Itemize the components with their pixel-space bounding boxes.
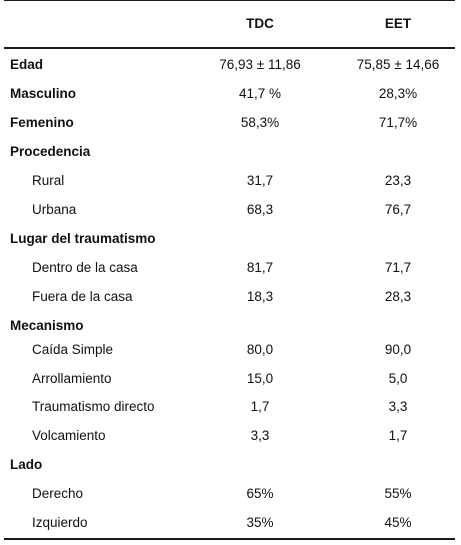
table-row: Rural 31,7 23,3 bbox=[4, 166, 455, 195]
table-section-row: Procedencia bbox=[4, 137, 455, 166]
cell-tdc: 1,7 bbox=[250, 399, 270, 414]
row-label: Edad bbox=[10, 57, 44, 72]
table-row: Fuera de la casa 18,3 28,3 bbox=[4, 282, 455, 311]
cell-eet: 3,3 bbox=[388, 399, 408, 414]
cell-tdc: 3,3 bbox=[250, 428, 270, 443]
table-row: Volcamiento 3,3 1,7 bbox=[4, 421, 455, 450]
row-label: Dentro de la casa bbox=[32, 260, 138, 275]
section-label: Mecanismo bbox=[10, 318, 84, 333]
table-row: Arrollamiento 15,0 5,0 bbox=[4, 364, 455, 393]
cell-eet: 5,0 bbox=[388, 371, 408, 386]
cell-tdc: 15,0 bbox=[246, 371, 274, 386]
cell-tdc: 81,7 bbox=[246, 260, 274, 275]
cell-eet: 76,7 bbox=[384, 202, 412, 217]
table-header-row: TDC EET bbox=[4, 9, 455, 38]
column-header-eet: EET bbox=[384, 16, 412, 31]
table-top-rule bbox=[4, 0, 455, 1]
row-label: Derecho bbox=[32, 486, 84, 501]
section-label: Lugar del traumatismo bbox=[10, 231, 156, 246]
row-label: Femenino bbox=[10, 115, 74, 130]
cell-eet: 71,7 bbox=[384, 260, 412, 275]
cell-eet: 75,85 ± 14,66 bbox=[356, 57, 440, 72]
row-label: Fuera de la casa bbox=[32, 289, 133, 304]
cell-tdc: 31,7 bbox=[246, 173, 274, 188]
table-row: Derecho 65% 55% bbox=[4, 479, 455, 508]
column-header-tdc: TDC bbox=[246, 16, 274, 31]
table-header-rule bbox=[4, 47, 455, 49]
table-row: Dentro de la casa 81,7 71,7 bbox=[4, 253, 455, 282]
cell-eet: 28,3% bbox=[378, 86, 418, 101]
cell-tdc: 80,0 bbox=[246, 342, 274, 357]
cell-tdc: 65% bbox=[246, 486, 274, 501]
row-label: Volcamiento bbox=[32, 428, 106, 443]
cell-tdc: 58,3% bbox=[240, 115, 280, 130]
cell-tdc: 18,3 bbox=[246, 289, 274, 304]
table-section-row: Mecanismo bbox=[4, 311, 455, 340]
section-label: Procedencia bbox=[10, 144, 91, 159]
data-table: TDC EET Edad 76,93 ± 11,86 75,85 ± 14,66… bbox=[4, 0, 455, 545]
section-label: Lado bbox=[10, 457, 43, 472]
table-row: Traumatismo directo 1,7 3,3 bbox=[4, 392, 455, 421]
table-row: Izquierdo 35% 45% bbox=[4, 508, 455, 537]
row-label: Arrollamiento bbox=[32, 371, 112, 386]
cell-eet: 71,7% bbox=[378, 115, 418, 130]
table-row: Femenino 58,3% 71,7% bbox=[4, 108, 455, 137]
row-label: Caída Simple bbox=[32, 342, 114, 357]
table-bottom-rule bbox=[4, 538, 455, 540]
row-label: Rural bbox=[32, 173, 65, 188]
table-row: Masculino 41,7 % 28,3% bbox=[4, 79, 455, 108]
row-label: Urbana bbox=[32, 202, 77, 217]
cell-eet: 28,3 bbox=[384, 289, 412, 304]
cell-eet: 23,3 bbox=[384, 173, 412, 188]
cell-tdc: 68,3 bbox=[246, 202, 274, 217]
table-section-row: Lugar del traumatismo bbox=[4, 224, 455, 253]
table-row: Caída Simple 80,0 90,0 bbox=[4, 335, 455, 364]
cell-eet: 1,7 bbox=[388, 428, 408, 443]
row-label: Masculino bbox=[10, 86, 77, 101]
row-label: Traumatismo directo bbox=[32, 399, 155, 414]
cell-eet: 55% bbox=[384, 486, 412, 501]
cell-tdc: 41,7 % bbox=[238, 86, 282, 101]
cell-tdc: 35% bbox=[246, 515, 274, 530]
table-section-row: Lado bbox=[4, 450, 455, 479]
table-row: Edad 76,93 ± 11,86 75,85 ± 14,66 bbox=[4, 50, 455, 79]
cell-eet: 45% bbox=[384, 515, 412, 530]
cell-tdc: 76,93 ± 11,86 bbox=[219, 57, 301, 72]
table-row: Urbana 68,3 76,7 bbox=[4, 195, 455, 224]
cell-eet: 90,0 bbox=[384, 342, 412, 357]
row-label: Izquierdo bbox=[32, 515, 88, 530]
